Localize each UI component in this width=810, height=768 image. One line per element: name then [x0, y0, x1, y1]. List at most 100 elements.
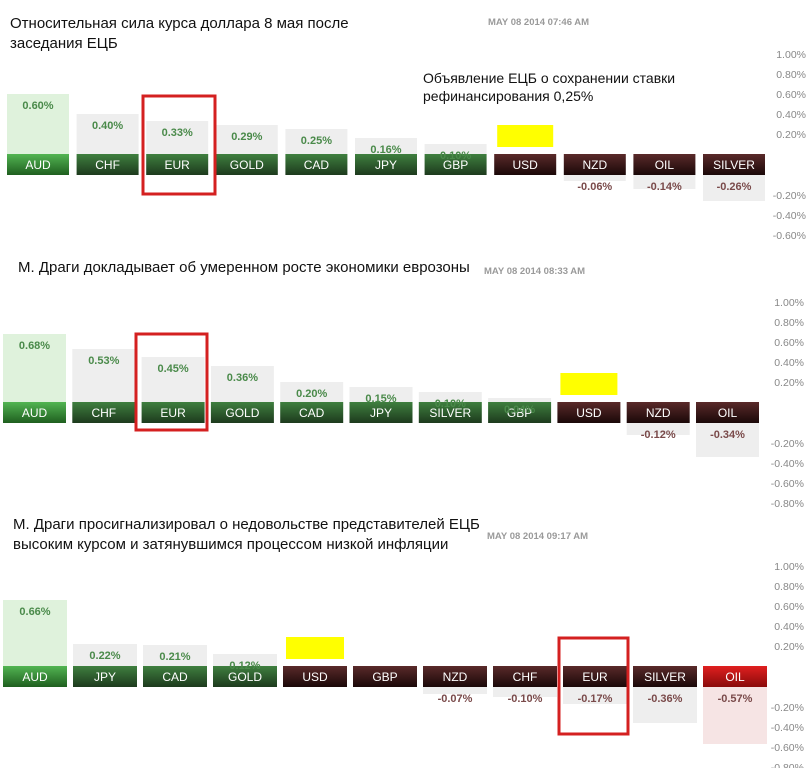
value-label: -0.07%	[438, 693, 473, 705]
category-strip	[563, 666, 627, 687]
value-label: 0.53%	[88, 355, 119, 367]
bar-group: AUD 0.68%	[3, 334, 66, 423]
y-tick-label: 0.20%	[774, 377, 804, 389]
category-label: JPY	[94, 670, 116, 684]
y-tick-label: -0.80%	[771, 498, 804, 510]
y-tick-label: 0.80%	[774, 317, 804, 329]
bar	[213, 654, 277, 666]
y-tick-label: 0.60%	[774, 337, 804, 349]
value-label: 0.45%	[157, 363, 188, 375]
bar	[703, 175, 765, 201]
category-strip	[633, 666, 697, 687]
category-label: GBP	[507, 406, 532, 420]
category-strip	[285, 154, 348, 175]
value-label: 0.21%	[159, 651, 190, 663]
chart-panel-3: 1.00% 0.80% 0.60% 0.40% 0.20% -0.20% -0.40% -0.…	[0, 510, 810, 768]
bar-group: GOLD 0.36%	[210, 366, 274, 423]
panel-1-title-line-1: Относительная сила курса доллара 8 мая п…	[10, 15, 349, 32]
category-strip	[7, 154, 69, 175]
y-tick-label: -0.40%	[773, 210, 806, 222]
category-strip	[633, 154, 696, 175]
panel-3-title-line-1: М. Драги просигнализировал о недовольств…	[13, 516, 480, 533]
category-label: CHF	[95, 158, 120, 172]
usd-marker	[497, 125, 554, 147]
y-tick-label: 0.20%	[776, 129, 806, 141]
value-label: 0.60%	[22, 100, 53, 112]
value-label: 0.33%	[162, 127, 193, 139]
bar	[355, 138, 417, 154]
bar	[493, 687, 557, 697]
category-strip	[3, 402, 66, 423]
bar-group: OIL -0.14%	[633, 154, 696, 193]
bar-group: OIL -0.57%	[703, 666, 767, 744]
category-label: SILVER	[713, 158, 755, 172]
bar-group: GOLD 0.29%	[215, 125, 278, 175]
bar-chart-2: 1.00% 0.80% 0.60% 0.40% 0.20% -0.20% -0.40% -0.…	[3, 297, 804, 510]
value-label: -0.57%	[718, 693, 753, 705]
y-tick-label: -0.40%	[771, 722, 804, 734]
y-tick-label: 0.80%	[774, 581, 804, 593]
y-tick-label: 0.60%	[776, 89, 806, 101]
bar-group: NZD -0.06%	[563, 154, 626, 193]
bar-group: EUR -0.17%	[563, 666, 627, 705]
bar	[563, 687, 627, 704]
category-strip	[703, 666, 767, 687]
category-strip	[76, 154, 139, 175]
chart-panel-2: 1.00% 0.80% 0.60% 0.40% 0.20% -0.20% -0.40% -0.…	[0, 250, 810, 510]
chart-panel-1: 1.00% 0.80% 0.60% 0.40% 0.20% -0.20% -0.40% -0.…	[0, 0, 810, 250]
category-strip	[488, 402, 552, 423]
bar-group: AUD 0.66%	[3, 600, 67, 687]
value-label: 0.16%	[370, 144, 401, 156]
usd-marker	[286, 637, 344, 659]
panel-1-annotation-line-1: Объявление ЕЦБ о сохранении ставки	[423, 70, 676, 86]
bar-group: CHF 0.53%	[72, 349, 136, 423]
value-label: 0.66%	[19, 606, 50, 618]
panel-1-title-line-2: заседания ЕЦБ	[10, 35, 118, 52]
category-strip	[73, 666, 137, 687]
category-label: GBP	[372, 670, 397, 684]
category-strip	[3, 666, 67, 687]
panel-1-annotation: Объявление ЕЦБ о сохранении ставки рефин…	[423, 69, 675, 105]
y-tick-label: 0.40%	[776, 109, 806, 121]
bar	[703, 687, 767, 744]
eur-highlight-box	[134, 332, 209, 432]
eur-highlight-box	[557, 636, 630, 736]
category-label: CAD	[299, 406, 325, 420]
category-label: NZD	[646, 406, 671, 420]
y-tick-label: 1.00%	[774, 561, 804, 573]
panel-2-timestamp: MAY 08 2014 08:33 AM	[484, 266, 586, 277]
category-label: NZD	[443, 670, 468, 684]
y-tick-label: -0.60%	[771, 742, 804, 754]
bar-group: EUR 0.33%	[146, 121, 209, 175]
category-label: CHF	[91, 406, 116, 420]
value-label: 0.25%	[301, 135, 332, 147]
category-label: USD	[576, 406, 602, 420]
bar	[3, 600, 67, 666]
category-label: EUR	[582, 670, 608, 684]
bar	[146, 121, 209, 154]
panel-1-annotation-line-2: рефинансирования 0,25%	[423, 88, 594, 104]
value-label: 0.12%	[229, 660, 260, 672]
bar	[626, 423, 690, 435]
category-label: OIL	[655, 158, 675, 172]
bar-group: CAD 0.21%	[143, 645, 207, 687]
bar	[7, 94, 69, 154]
bar-group: GBP	[353, 666, 417, 687]
bar-chart-3: 1.00% 0.80% 0.60% 0.40% 0.20% -0.20% -0.40% -0.…	[3, 561, 804, 768]
category-label: AUD	[22, 670, 48, 684]
bar-group: SILVER -0.26%	[703, 154, 765, 201]
category-strip	[143, 666, 207, 687]
bar-group: USD	[557, 373, 621, 423]
category-strip	[146, 154, 209, 175]
y-tick-label: 0.20%	[774, 641, 804, 653]
category-strip	[494, 154, 557, 175]
category-strip	[493, 666, 557, 687]
value-label: 0.04%	[504, 404, 535, 416]
category-strip	[418, 402, 482, 423]
bar	[143, 645, 207, 666]
category-label: USD	[513, 158, 539, 172]
value-label: 0.36%	[227, 372, 258, 384]
y-tick-label: -0.20%	[771, 438, 804, 450]
